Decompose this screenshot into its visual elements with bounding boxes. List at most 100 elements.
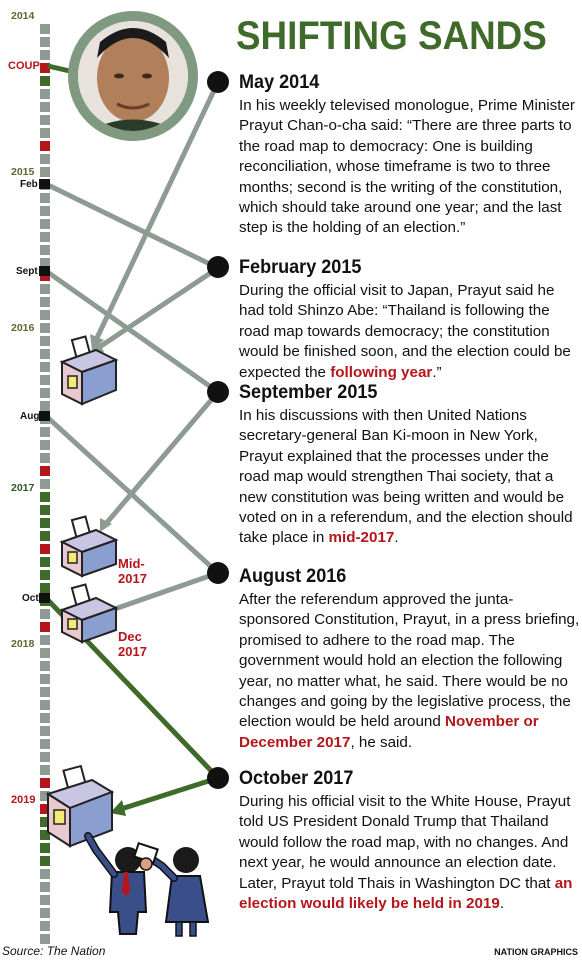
timeline-tick [40, 219, 50, 229]
timeline-tick [40, 791, 50, 801]
entry-date: September 2015 [239, 382, 378, 403]
connector-may2014-to-2016 [93, 79, 221, 343]
entry-highlight: an election would likely be held in 2019 [239, 874, 573, 913]
connector-lines [43, 79, 221, 813]
timeline-tick [40, 817, 50, 827]
timeline-tick [40, 778, 50, 788]
portrait [68, 11, 198, 141]
timeline-tick [40, 115, 50, 125]
connector-sept2015-to-mid2017 [101, 389, 221, 529]
timeline-tick [40, 557, 50, 567]
timeline-tick [40, 193, 50, 203]
marker-sept [39, 266, 50, 276]
entry-feb-2015: February 2015 During the official visit … [239, 257, 581, 383]
timeline-tick [40, 206, 50, 216]
year-label-2016: 2016 [11, 322, 35, 334]
timeline-tick [40, 570, 50, 580]
timeline-tick [40, 544, 50, 554]
year-label-2017: 2017 [11, 482, 35, 494]
event-dot-aug2016 [207, 562, 229, 584]
connector-sept2015-from [43, 268, 221, 395]
timeline-tick [40, 674, 50, 684]
timeline-tick [40, 882, 50, 892]
timeline-tick [40, 453, 50, 463]
year-label-2014: 2014 [11, 10, 35, 22]
event-dot-sept2015 [207, 381, 229, 403]
month-label-feb: Feb [20, 179, 38, 190]
timeline-tick [40, 687, 50, 697]
voter-figures [84, 832, 210, 937]
timeline-tick [40, 323, 50, 333]
ballot-box-dec2017 [59, 583, 119, 644]
entry-highlight: November or December 2017 [239, 713, 539, 751]
connector-feb2015-to-2016 [95, 265, 221, 351]
timeline-tick [40, 466, 50, 476]
entry-oct-2017: October 2017 During his official visit t… [239, 768, 581, 914]
arrow-head-2016b [90, 340, 104, 353]
timeline-tick [40, 479, 50, 489]
timeline-tick [40, 934, 50, 944]
entry-date: February 2015 [239, 257, 362, 278]
timeline-tick [40, 141, 50, 151]
timeline-tick [40, 700, 50, 710]
timeline-tick [40, 154, 50, 164]
timeline-tick [40, 440, 50, 450]
timeline-tick [40, 375, 50, 385]
timeline-tick [40, 37, 50, 47]
entry-text-after: . [499, 895, 505, 913]
month-markers [39, 179, 50, 603]
entry-text: In his weekly televised monologue, Prime… [239, 97, 575, 237]
entry-text-after: , he said. [350, 733, 413, 751]
graphics-credit: NATION GRAPHICS [494, 947, 578, 957]
ballot-box-mid2017 [59, 515, 119, 578]
timeline-tick [40, 89, 50, 99]
timeline-tick [40, 648, 50, 658]
timeline-tick [40, 492, 50, 502]
marker-oct [39, 593, 50, 603]
timeline-tick [40, 102, 50, 112]
timeline-tick [40, 427, 50, 437]
event-dot-may2014 [207, 71, 229, 93]
entry-date: August 2016 [239, 566, 347, 587]
entry-text: During his official visit to the White H… [239, 792, 581, 914]
timeline-tick [40, 297, 50, 307]
event-dot-feb2015 [207, 256, 229, 278]
timeline-tick [40, 128, 50, 138]
ballot-label-dec2017: Dec 2017 [118, 629, 147, 659]
timeline-tick [40, 24, 50, 34]
timeline-tick [40, 843, 50, 853]
timeline-tick [40, 635, 50, 645]
timeline-tick [40, 830, 50, 840]
source-note: Source: The Nation [2, 944, 106, 958]
page-title: SHIFTING SANDS [236, 14, 547, 58]
timeline-tick [40, 895, 50, 905]
timeline-tick [40, 505, 50, 515]
entry-may-2014: May 2014 In his weekly televised monolog… [239, 72, 581, 239]
timeline-tick [40, 713, 50, 723]
timeline-tick [40, 167, 50, 177]
marker-aug [39, 411, 50, 421]
entry-text-after: .” [432, 363, 442, 381]
entry-text-before: After the referendum approved the junta-… [239, 591, 580, 731]
entry-sept-2015: September 2015 In his discussions with t… [239, 382, 581, 549]
entry-text: In his discussions with then United Nati… [239, 406, 581, 549]
timeline-tick [40, 258, 50, 268]
timeline-tick [40, 76, 50, 86]
entry-text-before: In his discussions with then United Nati… [239, 407, 573, 547]
entry-date: October 2017 [239, 768, 354, 789]
entry-highlight: mid-2017 [328, 529, 395, 547]
timeline-tick [40, 752, 50, 762]
connector-feb2015-to-may [43, 181, 221, 271]
timeline-tick [40, 336, 50, 346]
entry-highlight: following year [330, 363, 433, 381]
ballot-label-mid2017: Mid-2017 [118, 556, 147, 586]
timeline-tick [40, 401, 50, 411]
timeline-tick [40, 50, 50, 60]
month-label-sept: Sept [16, 266, 38, 277]
timeline-tick [40, 388, 50, 398]
connector-aug2016-from [43, 413, 221, 576]
entry-text-after: . [394, 529, 399, 547]
entry-text: During the official visit to Japan, Pray… [239, 281, 581, 383]
arrow-head-mid2017 [100, 518, 112, 532]
